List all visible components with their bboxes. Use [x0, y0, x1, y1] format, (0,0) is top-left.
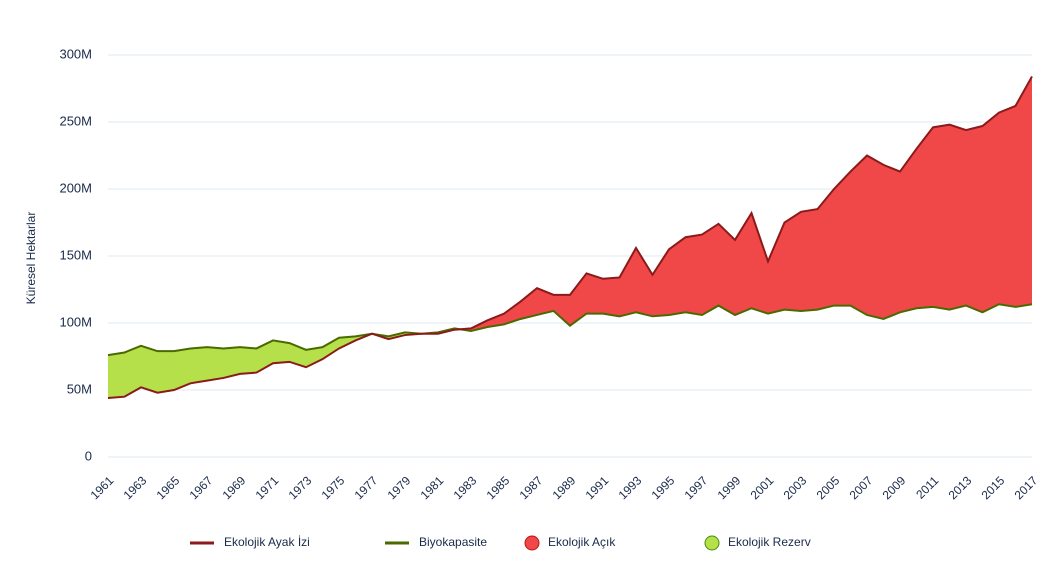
legend-label: Ekolojik Açık	[548, 535, 616, 549]
x-tick-label: 2005	[814, 473, 843, 502]
legend-label: Biyokapasite	[419, 535, 487, 549]
x-tick-label: 1995	[649, 473, 678, 502]
y-tick-label: 0	[85, 448, 92, 463]
x-tick-label: 1989	[550, 473, 579, 502]
deficit-area	[108, 76, 1032, 356]
x-tick-label: 1999	[715, 473, 744, 502]
x-tick-label: 1963	[121, 473, 150, 502]
x-tick-label: 1977	[352, 473, 381, 502]
x-tick-label: 1991	[583, 473, 612, 502]
x-tick-label: 1987	[517, 473, 546, 502]
x-tick-label: 2015	[979, 473, 1008, 502]
y-tick-label: 250M	[59, 113, 92, 128]
x-tick-label: 2011	[913, 473, 941, 501]
x-tick-label: 2007	[847, 473, 876, 502]
x-tick-label: 1985	[484, 473, 513, 502]
x-tick-label: 1993	[616, 473, 645, 502]
y-axis-title: Küresel Hektarlar	[24, 212, 38, 305]
y-tick-label: 50M	[67, 381, 92, 396]
x-tick-label: 1967	[187, 473, 216, 502]
x-tick-label: 1969	[220, 473, 249, 502]
x-tick-label: 1981	[418, 473, 447, 502]
x-tick-label: 1965	[154, 473, 183, 502]
x-tick-label: 2013	[946, 473, 975, 502]
legend-swatch	[704, 535, 720, 551]
legend-label: Ekolojik Ayak İzi	[224, 535, 310, 549]
y-tick-label: 100M	[59, 314, 92, 329]
legend-swatch	[524, 535, 540, 551]
x-tick-label: 1973	[286, 473, 315, 502]
x-tick-label: 2003	[781, 473, 810, 502]
series-line	[107, 303, 1033, 357]
x-tick-label: 1971	[253, 473, 282, 502]
reserve-area	[108, 304, 1032, 399]
x-tick-label: 1961	[88, 473, 117, 502]
y-tick-label: 300M	[59, 46, 92, 61]
x-tick-label: 1975	[319, 473, 348, 502]
y-tick-label: 150M	[59, 247, 92, 262]
x-tick-label: 2009	[880, 473, 909, 502]
x-tick-label: 2001	[748, 473, 777, 502]
x-tick-label: 1983	[451, 473, 480, 502]
x-tick-label: 1997	[682, 473, 711, 502]
legend-label: Ekolojik Rezerv	[728, 535, 811, 549]
x-tick-label: 2017	[1012, 473, 1041, 502]
y-tick-label: 200M	[59, 180, 92, 195]
series-line	[107, 75, 1033, 400]
x-tick-label: 1979	[385, 473, 414, 502]
